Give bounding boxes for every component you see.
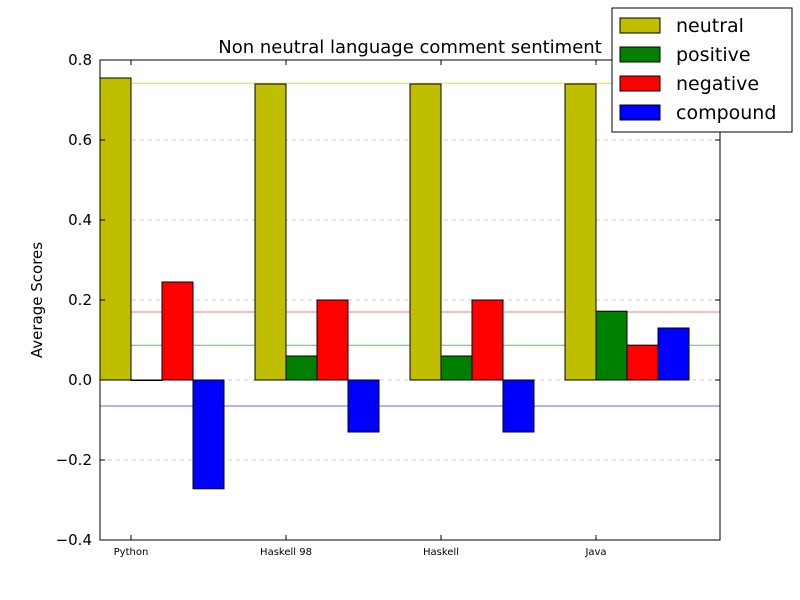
bar-negative-haskell <box>471 299 504 381</box>
x-axis-ticks: Python Haskell 98 Haskell Java <box>114 60 607 558</box>
bar-compound-python <box>192 379 225 490</box>
y-tick-label: 0.2 <box>68 291 92 309</box>
x-tick-label: Haskell <box>423 547 459 558</box>
legend-swatch-negative <box>619 75 661 92</box>
bar-positive-haskell <box>440 355 473 381</box>
bar-compound-haskell <box>502 379 535 433</box>
legend: neutral positive negative compound <box>611 7 793 133</box>
bar-neutral-haskell-98 <box>254 83 287 381</box>
y-tick-label: 0.0 <box>68 371 92 389</box>
bar-negative-java <box>626 344 659 381</box>
y-tick-label: 0.4 <box>68 211 92 229</box>
legend-swatch-positive <box>619 46 661 63</box>
legend-label-compound: compound <box>676 102 776 124</box>
y-axis-ticks: −0.4 −0.2 0.0 0.2 0.4 0.6 0.8 <box>56 51 720 549</box>
bar-negative-python <box>161 281 194 381</box>
x-tick-label: Python <box>114 547 149 558</box>
bar-compound-haskell-98 <box>347 379 380 433</box>
bar-positive-python <box>130 379 163 381</box>
legend-label-negative: negative <box>676 73 759 95</box>
bar-positive-haskell-98 <box>285 355 318 381</box>
legend-swatch-neutral <box>619 17 661 34</box>
bar-neutral-python <box>99 77 132 381</box>
legend-label-neutral: neutral <box>676 15 744 37</box>
bar-neutral-java <box>564 83 597 381</box>
legend-swatch-compound <box>619 104 661 121</box>
bar-negative-haskell-98 <box>316 299 349 381</box>
bar-neutral-haskell <box>409 83 442 381</box>
legend-label-positive: positive <box>676 44 751 66</box>
x-tick-label: Java <box>584 547 606 558</box>
x-tick-label: Haskell 98 <box>260 547 312 558</box>
y-tick-label: 0.8 <box>68 51 92 69</box>
y-tick-label: −0.2 <box>56 451 92 469</box>
y-tick-label: 0.6 <box>68 131 92 149</box>
chart-title: Non neutral language comment sentiment <box>218 37 601 58</box>
y-tick-label: −0.4 <box>56 531 92 549</box>
bar-positive-java <box>595 310 628 381</box>
bar-compound-java <box>657 327 690 381</box>
y-axis-label: Average Scores <box>28 242 46 358</box>
bars <box>99 77 690 490</box>
